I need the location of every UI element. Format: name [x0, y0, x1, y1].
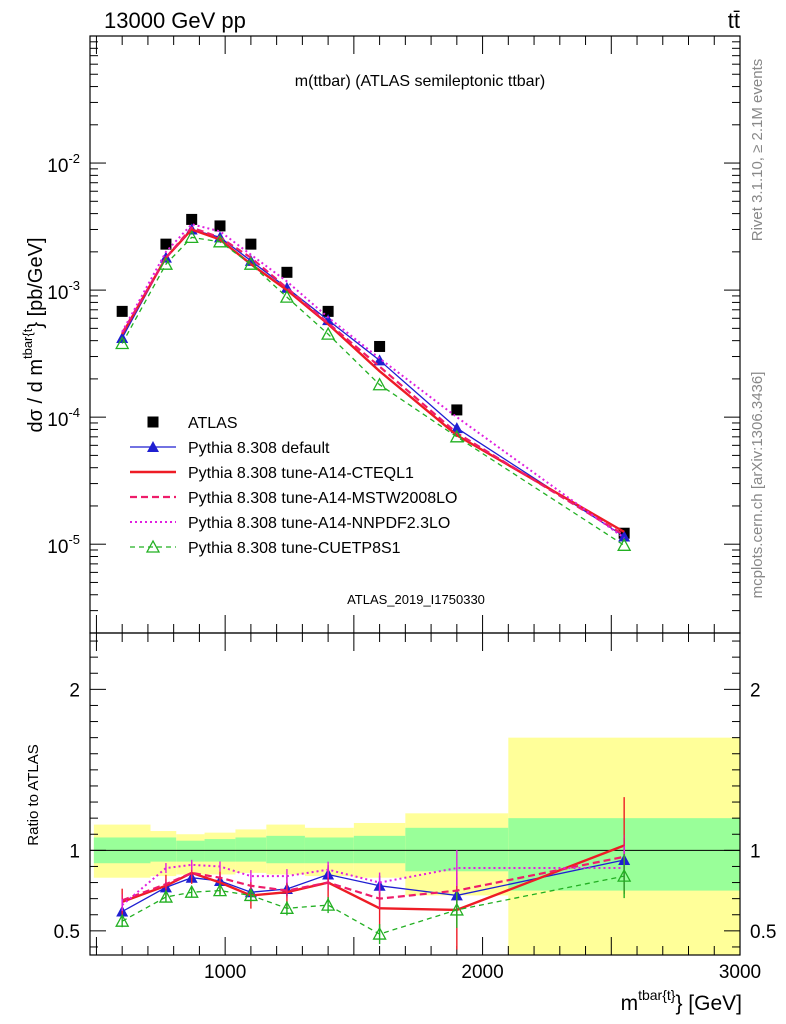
legend-label-0: ATLAS — [188, 415, 238, 432]
ratio-series-4-point — [158, 889, 174, 903]
main-series-1-point — [450, 422, 463, 434]
main-series-5-point — [372, 377, 387, 391]
main-series-5-point — [617, 537, 632, 551]
ratio-series — [115, 797, 632, 950]
legend-label-2: Pythia 8.308 tune-A14-CTEQL1 — [188, 465, 414, 482]
ratio-ytick-label-right: 1 — [750, 841, 761, 862]
band-green-5 — [266, 835, 305, 864]
ratio-ytick-label-left: 2 — [69, 680, 80, 701]
main-series-2-line — [121, 228, 625, 533]
ratio-ytick-label-right: 0.5 — [750, 922, 776, 943]
analysis-watermark: ATLAS_2019_I1750330 — [347, 592, 485, 607]
ratio-series-4-point — [321, 897, 336, 911]
main-series-0-point — [160, 238, 172, 250]
ratio-ytick-label-left: 1 — [69, 841, 80, 862]
ratio-bands — [90, 737, 740, 955]
plot-frames — [89, 35, 741, 956]
main-series-5-point — [158, 256, 174, 270]
legend-marker-0 — [147, 416, 159, 428]
legend-label-1: Pythia 8.308 default — [188, 440, 330, 457]
legend-label-3: Pythia 8.308 tune-A14-MSTW2008LO — [188, 490, 457, 507]
legend-label-4: Pythia 8.308 tune-A14-NNPDF2.3LO — [188, 515, 450, 532]
ratio-ylabel: Ratio to ATLAS — [25, 744, 42, 845]
main-series-5-point — [279, 289, 295, 303]
main-series-5-point — [321, 326, 336, 340]
main-ylabel: dσ / d mtbar{t} [pb/GeV] — [20, 237, 47, 432]
ratio-series-4-point — [115, 913, 130, 927]
ratio-series-4-point — [243, 888, 258, 902]
legend-marker-1 — [147, 441, 159, 452]
legend-label-5: Pythia 8.308 tune-CUETP8S1 — [188, 540, 401, 557]
rivet-label: Rivet 3.1.10, ≥ 2.1M events — [749, 59, 766, 242]
main-ytick-label: 10-3 — [47, 278, 80, 304]
main-series-5-point — [115, 336, 130, 350]
ratio-series-4-point — [372, 926, 387, 940]
text-labels: 13000 GeV pp tt̄ m(ttbar) (ATLAS semilepto… — [20, 8, 766, 1015]
ratio-plot-frame — [89, 632, 741, 956]
main-series-4-line — [121, 223, 625, 539]
main-ylabel-unit: } [pb/GeV] — [25, 237, 47, 328]
x-axis-label-unit: } [GeV] — [675, 992, 742, 1015]
main-series-5-point — [449, 429, 464, 443]
main-series-5-line — [121, 236, 625, 546]
main-ytick-base: 10 — [47, 156, 68, 177]
ratio-ytick-label-left: 0.5 — [54, 922, 80, 943]
main-ytick-base: 10 — [47, 283, 68, 304]
ratio-series-4-point — [449, 902, 464, 916]
band-green-1 — [150, 837, 177, 862]
main-ylabel-main: dσ / d m — [25, 359, 47, 432]
main-series-0-point — [116, 305, 128, 317]
main-ytick-label: 10-5 — [47, 532, 80, 558]
ratio-series-0-line — [121, 859, 625, 913]
ratio-xtick-label: 2000 — [461, 962, 503, 983]
main-series-5-point — [212, 234, 228, 248]
main-series-0-point — [245, 238, 257, 250]
x-axis-label: mtbar{t}} [GeV] — [621, 987, 742, 1015]
ratio-series-4-point — [279, 900, 295, 914]
main-series-0-point — [281, 266, 293, 278]
energy-label: 13000 GeV pp — [104, 8, 246, 33]
legend-marker-5 — [145, 539, 161, 553]
ratio-xtick-label: 1000 — [204, 962, 246, 983]
main-series-0-point — [451, 404, 463, 416]
main-ytick-exp: -2 — [68, 151, 80, 166]
process-label: tt̄ — [728, 8, 740, 33]
main-series — [115, 213, 632, 551]
x-axis-label-sup: tbar{t} — [638, 987, 676, 1003]
band-green-4 — [235, 837, 267, 862]
legend: ATLAS Pythia 8.308 default Pythia 8.308 tu… — [130, 415, 457, 557]
main-series-5-point — [243, 256, 258, 270]
main-ytick-exp: -3 — [68, 278, 80, 293]
main-ytick-exp: -5 — [68, 532, 80, 547]
main-ytick-label: 10-2 — [47, 151, 80, 177]
main-series-0-point — [374, 340, 386, 352]
band-green-2 — [176, 840, 205, 862]
ratio-series-3-line — [121, 863, 625, 906]
main-series-0-point — [214, 220, 226, 232]
band-green-7 — [353, 835, 406, 864]
main-series-1-point — [618, 530, 631, 542]
ratio-series-4-point — [617, 868, 632, 882]
ratio-ytick-label-right: 2 — [750, 680, 761, 701]
main-ytick-base: 10 — [47, 410, 68, 431]
ratio-xtick-label: 3000 — [719, 962, 761, 983]
main-series-0-point — [322, 305, 334, 317]
main-ylabel-sup: tbar{t — [20, 328, 35, 359]
ratio-series-4-point — [184, 884, 199, 898]
ratio-series-4-point — [212, 883, 228, 897]
ratio-series-2-line — [121, 855, 625, 902]
main-ytick-base: 10 — [47, 537, 68, 558]
main-series-3-line — [121, 226, 625, 537]
ratio-series-4-line — [121, 875, 625, 935]
main-series-0-point — [186, 213, 198, 225]
main-series-5-point — [184, 230, 199, 244]
mcplots-label: mcplots.cern.ch [arXiv:1306.3436] — [749, 372, 766, 599]
x-axis-label-main: m — [621, 992, 639, 1015]
main-ytick-label: 10-4 — [47, 405, 80, 431]
main-ytick-exp: -4 — [68, 405, 80, 420]
main-series-1-point — [373, 354, 386, 366]
chart-title: m(ttbar) (ATLAS semileptonic ttbar) — [295, 73, 545, 90]
